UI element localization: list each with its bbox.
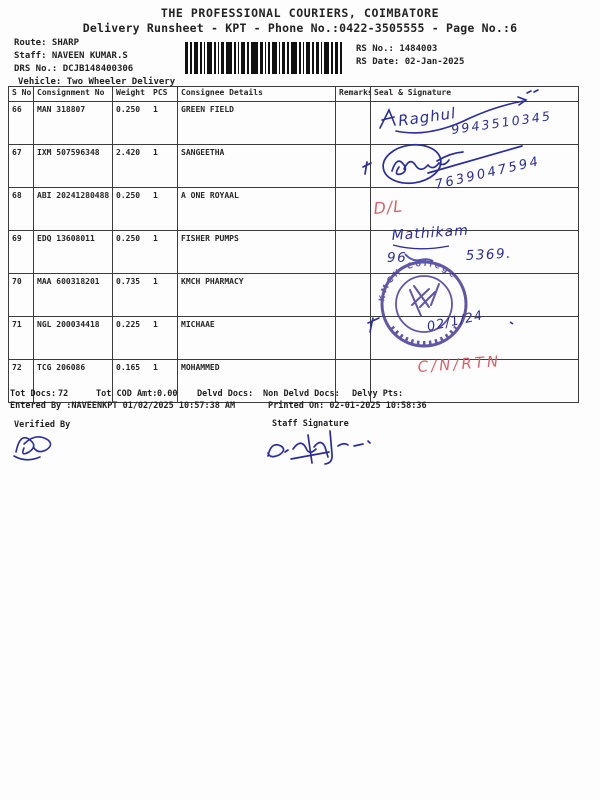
cell-consignee: FISHER PUMPS [177,230,336,274]
table-row: 70 MAA 600318201 0.735 1 KMCH PHARMACY [8,273,579,317]
verified-by-label: Verified By [14,420,71,430]
cell-consignee: GREEN FIELD [177,101,336,145]
company-title: THE PROFESSIONAL COURIERS, COIMBATORE [160,6,440,20]
cell-consignment: MAA 600318201 [33,273,113,317]
col-seal-signature: Seal & Signature [370,86,579,102]
staff-signature [267,430,371,465]
cell-s-no: 67 [8,144,34,188]
table-row: 71 NGL 200034418 0.225 1 MICHAAE [8,316,579,360]
tot-docs-value: 72 [58,389,69,399]
verified-by-signature [13,436,52,461]
cell-weight-pcs: 2.420 1 [112,144,178,188]
runsheet-subtitle: Delivery Runsheet - KPT - Phone No.:0422… [82,21,518,35]
cell-seal [370,144,579,188]
cell-seal [370,273,579,317]
table-row: 67 IXM 507596348 2.420 1 SANGEETHA [8,144,579,188]
delvy-pts-label: Delvy Pts: [352,389,404,399]
cell-consignment: IXM 507596348 [33,144,113,188]
col-weight-pcs: Weight PCS [112,86,178,102]
cell-remarks [335,359,371,403]
non-delvd-docs-label: Non Delvd Docs: [263,389,340,399]
cell-remarks [335,316,371,360]
col-remarks: Remarks [335,86,371,102]
cell-consignee: MICHAAE [177,316,336,360]
cell-seal [370,316,579,360]
printed-on-line: Printed On: 02-01-2025 10:58:36 [268,401,427,411]
cell-remarks [335,144,371,188]
col-s-no: S No [8,86,34,102]
cell-remarks [335,187,371,231]
tot-docs-label: Tot Docs: [10,389,57,399]
staff-line: Staff: NAVEEN KUMAR.S [14,51,128,61]
rs-date-line: RS Date: 02-Jan-2025 [356,57,465,67]
cell-weight-pcs: 0.735 1 [112,273,178,317]
cell-remarks [335,273,371,317]
cell-seal [370,359,579,403]
tot-cod-value: 0.00 [157,389,178,399]
col-consignee: Consignee Details [177,86,336,102]
table-row: 69 EDQ 13608011 0.250 1 FISHER PUMPS [8,230,579,274]
table-header-row: S No Consignment No Weight PCS Consignee … [8,86,579,102]
rs-no-line: RS No.: 1484003 [356,44,438,54]
cell-s-no: 72 [8,359,34,403]
table-row: 68 ABI 20241280488 0.250 1 A ONE ROYAAL [8,187,579,231]
cell-consignment: EDQ 13608011 [33,230,113,274]
runsheet-table: S No Consignment No Weight PCS Consignee … [8,86,579,403]
cell-seal [370,187,579,231]
cell-s-no: 71 [8,316,34,360]
barcode [185,42,342,74]
cell-consignee: KMCH PHARMACY [177,273,336,317]
cell-s-no: 68 [8,187,34,231]
cell-remarks [335,101,371,145]
table-row: 72 TCG 206086 0.165 1 MOHAMMED [8,359,579,403]
staff-signature-label: Staff Signature [272,419,349,429]
entered-by-line: Entered By :NAVEENKPT 01/02/2025 10:57:3… [10,401,236,411]
cell-weight-pcs: 0.250 1 [112,230,178,274]
cell-consignment: ABI 20241280488 [33,187,113,231]
cell-remarks [335,230,371,274]
cell-s-no: 69 [8,230,34,274]
drs-line: DRS No.: DCJB148400306 [14,64,134,74]
cell-weight-pcs: 0.250 1 [112,101,178,145]
cell-consignment: MAN 318807 [33,101,113,145]
cell-consignee: SANGEETHA [177,144,336,188]
vehicle-line: Vehicle: Two Wheeler Delivery [18,77,176,87]
cell-weight-pcs: 0.165 1 [112,359,178,403]
route-line: Route: SHARP [14,38,80,48]
col-consignment: Consignment No [33,86,113,102]
cell-consignment: NGL 200034418 [33,316,113,360]
cell-weight-pcs: 0.250 1 [112,187,178,231]
cell-seal [370,101,579,145]
cell-consignee: A ONE ROYAAL [177,187,336,231]
cell-s-no: 70 [8,273,34,317]
cell-s-no: 66 [8,101,34,145]
tot-cod-label: Tot COD Amt: [96,389,158,399]
table-row: 66 MAN 318807 0.250 1 GREEN FIELD [8,101,579,145]
cell-consignment: TCG 206086 [33,359,113,403]
cell-seal [370,230,579,274]
delvd-docs-label: Delvd Docs: [197,389,254,399]
cell-weight-pcs: 0.225 1 [112,316,178,360]
